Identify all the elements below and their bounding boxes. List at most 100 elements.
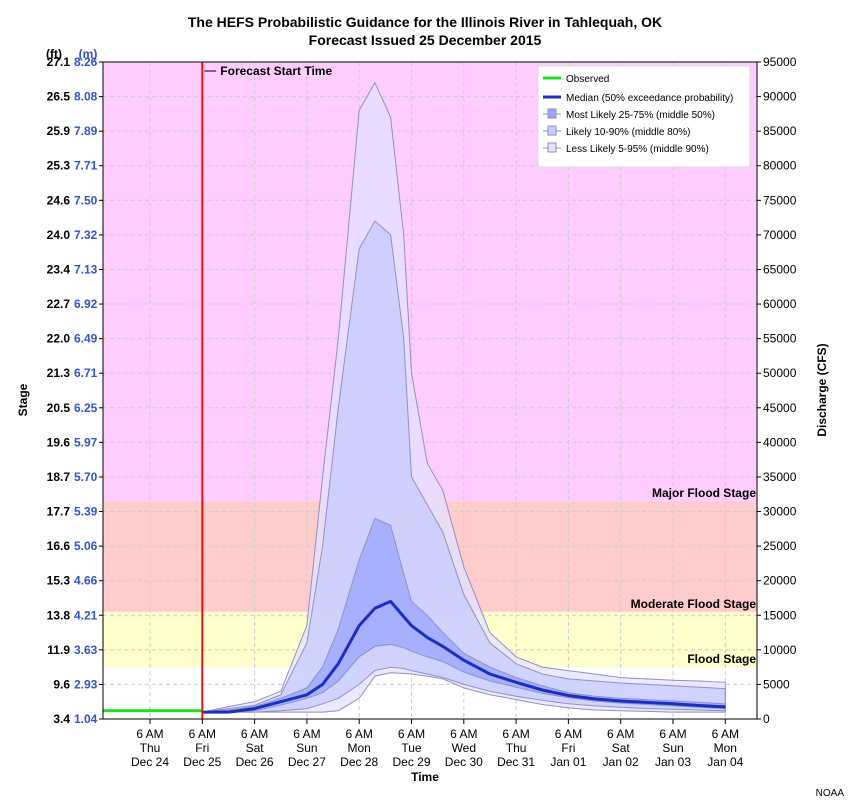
time-tick-date: Jan 01 bbox=[550, 755, 586, 769]
stage-m-tick-label: 7.50 bbox=[74, 193, 98, 207]
time-tick-day: Sun bbox=[296, 741, 317, 755]
stage-m-tick-label: 6.71 bbox=[74, 366, 98, 380]
stage-m-tick-label: 5.39 bbox=[74, 505, 98, 519]
stage-m-tick-label: 7.89 bbox=[74, 124, 98, 138]
legend-band-swatch bbox=[547, 142, 557, 153]
discharge-tick-label: 10000 bbox=[763, 643, 797, 657]
stage-ft-tick-label: 24.0 bbox=[47, 228, 71, 242]
stage-ft-tick-label: 21.3 bbox=[47, 366, 71, 380]
time-tick-day: Sat bbox=[246, 741, 265, 755]
time-tick-date: Jan 04 bbox=[707, 755, 743, 769]
stage-m-tick-label: 1.04 bbox=[74, 712, 98, 726]
time-tick-day: Mon bbox=[714, 741, 737, 755]
legend-band-label: Most Likely 25-75% (middle 50%) bbox=[566, 110, 715, 121]
stage-m-unit: (m) bbox=[79, 47, 98, 61]
stage-m-tick-label: 5.70 bbox=[74, 470, 98, 484]
stage-ft-tick-label: 11.9 bbox=[47, 643, 70, 657]
discharge-tick-label: 35000 bbox=[763, 470, 797, 484]
stage-m-tick-label: 2.93 bbox=[74, 677, 98, 691]
stage-m-tick-label: 4.66 bbox=[74, 574, 98, 588]
stage-ft-tick-label: 27.1 bbox=[47, 55, 71, 69]
discharge-tick-label: 40000 bbox=[763, 435, 797, 449]
discharge-tick-label: 75000 bbox=[763, 193, 797, 207]
flood-zone-label-2: Moderate Flood Stage bbox=[631, 597, 757, 611]
time-tick-day: Thu bbox=[140, 741, 161, 755]
stage-axis: 3.4 1.04 9.6 2.93 11.9 3.63 13.8 4.21 15.3 4.66 16… bbox=[47, 55, 103, 726]
discharge-tick-label: 60000 bbox=[763, 297, 797, 311]
time-tick-hour: 6 AM bbox=[712, 727, 739, 741]
band-10-90 bbox=[202, 220, 726, 713]
x-axis-title: Time bbox=[411, 770, 439, 784]
stage-m-tick-label: 6.92 bbox=[74, 297, 98, 311]
stage-ft-tick-label: 22.7 bbox=[47, 297, 71, 311]
stage-ft-tick-label: 9.6 bbox=[53, 677, 70, 691]
forecast-start-label: Forecast Start Time bbox=[220, 64, 332, 78]
time-tick-hour: 6 AM bbox=[136, 727, 163, 741]
discharge-tick-label: 15000 bbox=[763, 608, 797, 622]
noaa-credit: NOAA bbox=[816, 788, 845, 799]
time-tick-date: Dec 31 bbox=[497, 755, 535, 769]
time-tick-day: Fri bbox=[561, 741, 575, 755]
time-tick-date: Jan 02 bbox=[603, 755, 639, 769]
discharge-tick-label: 95000 bbox=[763, 55, 797, 69]
stage-m-tick-label: 6.49 bbox=[74, 332, 98, 346]
legend-band-swatch bbox=[547, 108, 557, 119]
time-tick-hour: 6 AM bbox=[502, 727, 529, 741]
time-tick-day: Fri bbox=[195, 741, 209, 755]
time-tick-date: Dec 29 bbox=[392, 755, 430, 769]
discharge-tick-label: 25000 bbox=[763, 539, 797, 553]
stage-ft-unit: (ft) bbox=[46, 47, 62, 61]
time-tick-date: Dec 30 bbox=[445, 755, 483, 769]
discharge-tick-label: 55000 bbox=[763, 332, 797, 346]
stage-ft-tick-label: 19.6 bbox=[47, 435, 71, 449]
stage-m-tick-label: 7.71 bbox=[74, 159, 98, 173]
time-tick-hour: 6 AM bbox=[607, 727, 634, 741]
stage-m-tick-label: 5.97 bbox=[74, 435, 98, 449]
stage-m-tick-label: 7.13 bbox=[74, 262, 98, 276]
forecast-start-marker: Forecast Start Time bbox=[201, 62, 332, 719]
stage-ft-tick-label: 23.4 bbox=[47, 262, 71, 276]
discharge-tick-label: 50000 bbox=[763, 366, 797, 380]
time-tick-day: Mon bbox=[348, 741, 371, 755]
stage-ft-tick-label: 25.3 bbox=[47, 159, 71, 173]
stage-ft-tick-label: 26.5 bbox=[47, 90, 71, 104]
stage-ft-tick-label: 20.5 bbox=[47, 401, 71, 415]
median-line bbox=[202, 599, 726, 714]
chart-subtitle: Forecast Issued 25 December 2015 bbox=[309, 32, 542, 48]
stage-ft-tick-label: 22.0 bbox=[47, 332, 71, 346]
discharge-tick-label: 0 bbox=[763, 712, 770, 726]
stage-ft-tick-label: 15.3 bbox=[47, 574, 71, 588]
discharge-tick-label: 90000 bbox=[763, 90, 797, 104]
stage-ft-tick-label: 16.6 bbox=[47, 539, 71, 553]
legend: Observed Median (50% exceedance probabili… bbox=[537, 65, 751, 168]
discharge-axis: 0 5000 10000 15000 20000 25000 30000 35000 40000… bbox=[757, 55, 797, 726]
stage-m-tick-label: 8.26 bbox=[74, 55, 98, 69]
stage-ft-tick-label: 18.7 bbox=[47, 470, 71, 484]
stage-m-tick-label: 3.63 bbox=[74, 643, 98, 657]
discharge-tick-label: 65000 bbox=[763, 262, 797, 276]
discharge-tick-label: 45000 bbox=[763, 401, 797, 415]
discharge-tick-label: 80000 bbox=[763, 159, 797, 173]
legend-observed-label: Observed bbox=[566, 74, 609, 85]
legend-band-label: Less Likely 5-95% (middle 90%) bbox=[566, 144, 709, 155]
stage-ft-tick-label: 25.9 bbox=[47, 124, 71, 138]
time-tick-date: Dec 27 bbox=[288, 755, 326, 769]
y-axis-title-left: Stage bbox=[16, 383, 30, 416]
probability-bands bbox=[202, 81, 726, 713]
time-tick-day: Tue bbox=[401, 741, 422, 755]
time-tick-hour: 6 AM bbox=[398, 727, 425, 741]
stage-m-tick-label: 4.21 bbox=[74, 608, 98, 622]
time-tick-hour: 6 AM bbox=[450, 727, 477, 741]
time-tick-hour: 6 AM bbox=[241, 727, 268, 741]
time-tick-hour: 6 AM bbox=[555, 727, 582, 741]
flood-zone-labels: Flood Stage Moderate Flood Stage Major Flo… bbox=[631, 486, 757, 666]
discharge-tick-label: 5000 bbox=[763, 677, 790, 691]
time-tick-date: Dec 25 bbox=[183, 755, 221, 769]
time-tick-day: Wed bbox=[452, 741, 476, 755]
stage-ft-tick-label: 17.7 bbox=[47, 505, 71, 519]
time-tick-day: Sun bbox=[662, 741, 683, 755]
time-tick-date: Dec 28 bbox=[340, 755, 378, 769]
chart-title: The HEFS Probabilistic Guidance for the … bbox=[188, 14, 662, 30]
